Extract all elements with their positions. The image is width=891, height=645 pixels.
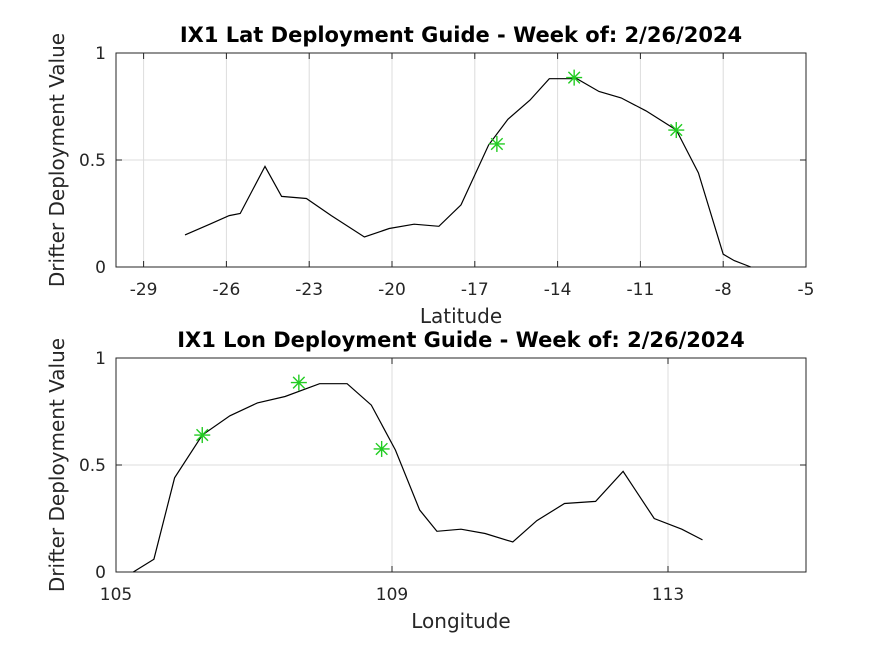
lat-xtick-label-2: -23 [295, 280, 323, 300]
lat-ytick-label-2: 1 [95, 44, 106, 64]
lat-xtick-label-0: -29 [130, 280, 158, 300]
lon-xtick-label-2: 113 [652, 585, 684, 605]
lon-ytick-label-1: 0.5 [79, 456, 106, 476]
lat-xtick-label-3: -20 [378, 280, 406, 300]
lon-chart-xlabel: Longitude [411, 609, 510, 633]
lat-xtick-label-7: -8 [715, 280, 732, 300]
lon-xtick-label-1: 109 [376, 585, 408, 605]
lat-chart-xlabel: Latitude [420, 304, 502, 328]
lon-marker-2 [373, 440, 390, 457]
lat-xtick-label-8: -5 [798, 280, 815, 300]
lat-xtick-label-1: -26 [213, 280, 241, 300]
lat-xtick-label-5: -14 [544, 280, 572, 300]
lat-chart-ylabel: Drifter Deployment Value [45, 33, 69, 287]
lon-marker-0 [194, 427, 211, 444]
lat-xtick-label-6: -11 [627, 280, 655, 300]
lat-ytick-label-1: 0.5 [79, 151, 106, 171]
lat-marker-2 [668, 122, 685, 139]
lon-xtick-label-0: 105 [100, 585, 132, 605]
lon-chart-ylabel: Drifter Deployment Value [45, 338, 69, 592]
lat-ytick-label-0: 0 [95, 258, 106, 278]
lat-marker-1 [566, 69, 583, 86]
lat-chart-title: IX1 Lat Deployment Guide - Week of: 2/26… [180, 23, 742, 47]
lon-ytick-label-0: 0 [95, 563, 106, 583]
lat-chart: IX1 Lat Deployment Guide - Week of: 2/26… [79, 23, 815, 328]
lon-marker-1 [290, 374, 307, 391]
lon-series-line [132, 383, 703, 573]
lat-series-line [184, 78, 752, 268]
lon-ytick-label-2: 1 [95, 349, 106, 369]
lon-chart: IX1 Lon Deployment Guide - Week of: 2/26… [79, 328, 807, 633]
lat-marker-0 [488, 135, 505, 152]
lon-chart-title: IX1 Lon Deployment Guide - Week of: 2/26… [177, 328, 745, 352]
lat-xtick-label-4: -17 [461, 280, 489, 300]
